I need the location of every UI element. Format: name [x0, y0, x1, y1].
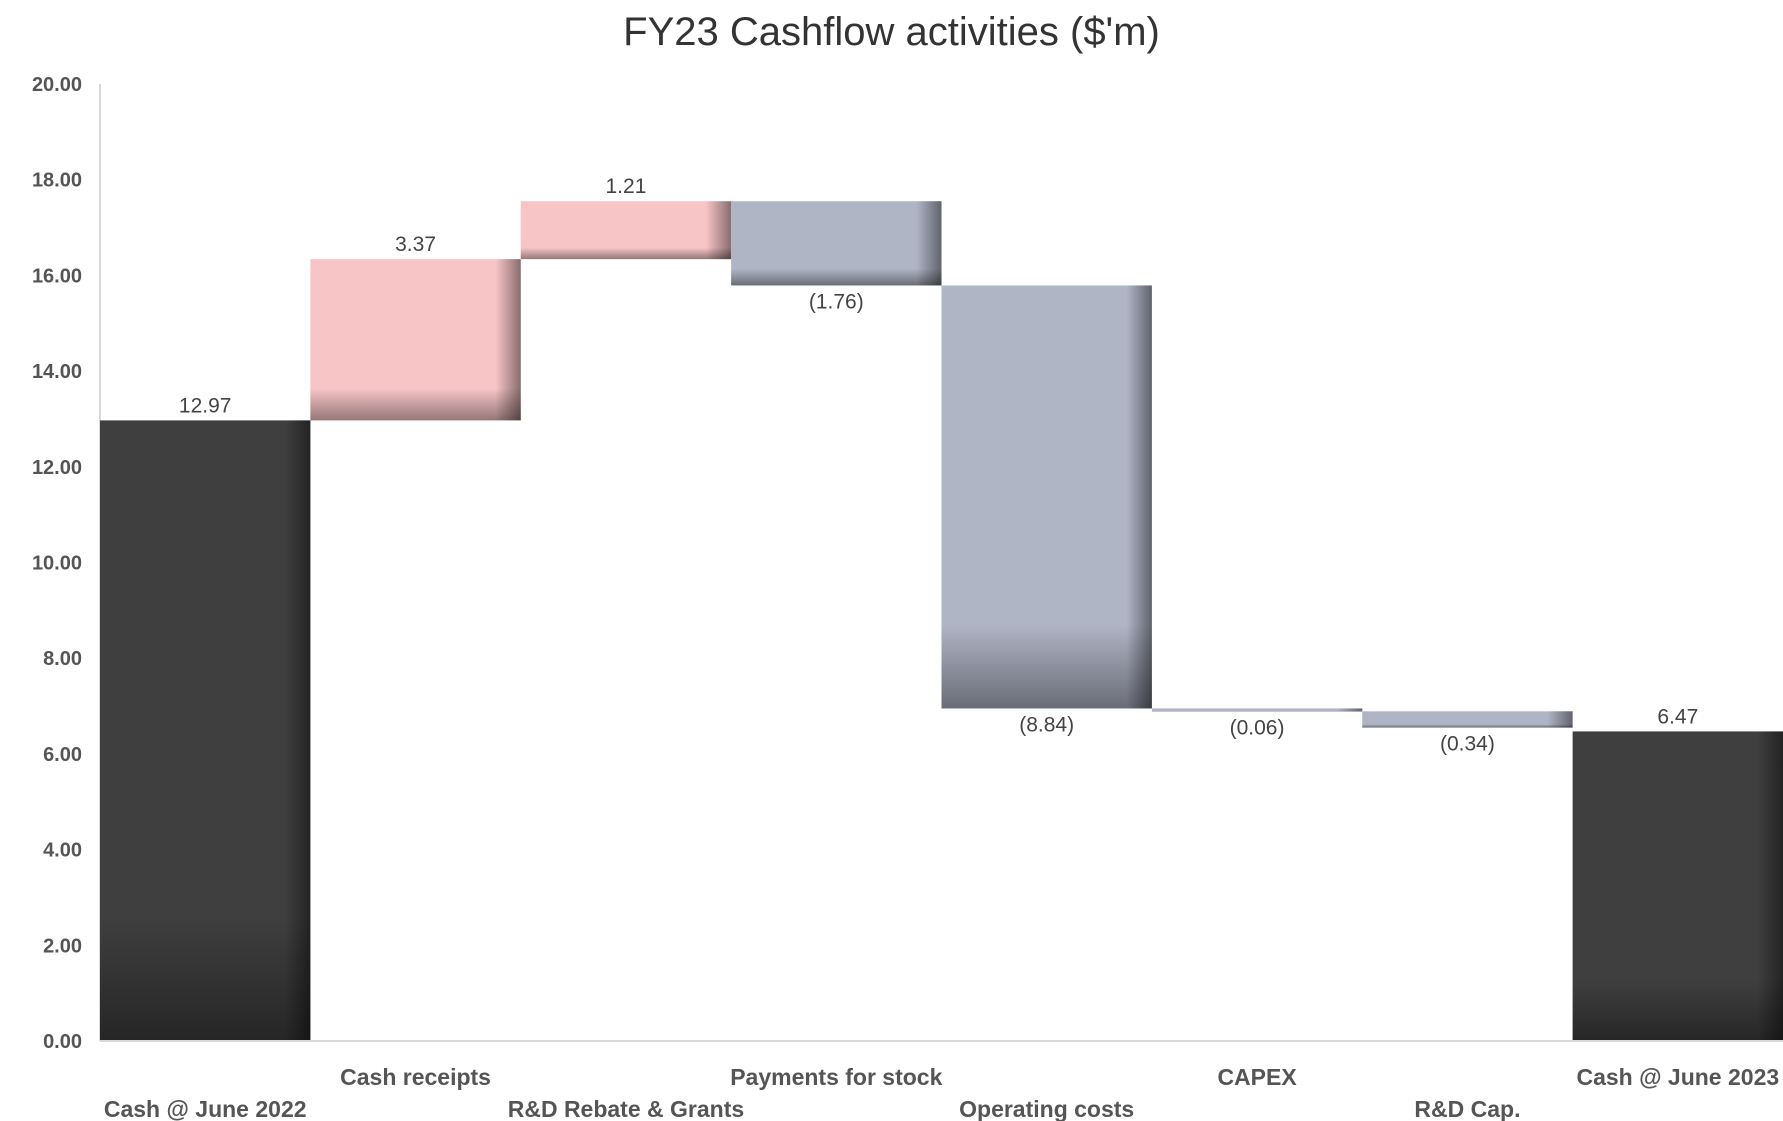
bar-2 — [520, 201, 732, 260]
data-label: (8.84) — [1019, 713, 1074, 736]
bar-5 — [1151, 708, 1363, 712]
y-tick-label: 12.00 — [32, 457, 82, 479]
bar-shade-bottom — [1151, 708, 1363, 712]
bars — [100, 201, 1783, 1041]
y-tick-label: 2.00 — [43, 935, 82, 957]
bar-shade-bottom — [100, 420, 311, 1041]
data-label: (1.76) — [809, 290, 864, 313]
y-axis: 0.00 2.00 4.00 6.00 8.00 10.00 12.00 14.00 16.00… — [32, 74, 101, 1053]
data-label: 1.21 — [606, 175, 647, 198]
x-tick-label: R&D Rebate & Grants — [508, 1096, 744, 1121]
x-tick-label: Operating costs — [959, 1096, 1134, 1121]
bar-shade-bottom — [1572, 731, 1783, 1041]
data-label: (0.06) — [1230, 716, 1285, 739]
y-tick-label: 6.00 — [43, 744, 82, 766]
data-label: 3.37 — [395, 233, 436, 256]
x-tick-label: Cash @ June 2023 — [1576, 1064, 1779, 1090]
x-tick-label: Payments for stock — [730, 1064, 942, 1090]
chart-title: FY23 Cashflow activities ($'m) — [623, 10, 1160, 54]
bar-7 — [1572, 731, 1783, 1041]
y-tick-label: 20.00 — [32, 74, 82, 96]
y-tick-label: 18.00 — [32, 170, 82, 192]
y-tick-label: 10.00 — [32, 553, 82, 575]
x-tick-label: CAPEX — [1217, 1064, 1297, 1090]
bar-1 — [310, 259, 521, 421]
data-label: 12.97 — [179, 394, 232, 417]
bar-shade-bottom — [310, 259, 521, 421]
x-axis: Cash @ June 2022 Cash receipts R&D Rebate … — [100, 1040, 1783, 1121]
y-tick-label: 8.00 — [43, 648, 82, 670]
bar-3 — [731, 201, 942, 286]
bar-0 — [100, 420, 311, 1041]
bar-6 — [1362, 711, 1573, 728]
x-tick-label: Cash receipts — [340, 1064, 491, 1090]
bar-4 — [941, 285, 1152, 709]
bar-shade-bottom — [520, 201, 732, 260]
x-tick-label: R&D Cap. — [1414, 1096, 1520, 1121]
y-tick-label: 0.00 — [43, 1031, 82, 1053]
x-tick-label: Cash @ June 2022 — [104, 1096, 307, 1121]
bar-shade-bottom — [941, 285, 1152, 709]
data-label: (0.34) — [1440, 733, 1495, 756]
y-tick-label: 4.00 — [43, 840, 82, 862]
data-labels: 12.97 3.37 1.21 (1.76) (8.84) (0.06) (0.34) 6.4… — [179, 175, 1698, 755]
bar-shade-bottom — [731, 201, 942, 286]
bar-shade-bottom — [1362, 711, 1573, 728]
data-label: 6.47 — [1657, 705, 1698, 728]
y-tick-label: 14.00 — [32, 361, 82, 383]
y-tick-label: 16.00 — [32, 265, 82, 287]
